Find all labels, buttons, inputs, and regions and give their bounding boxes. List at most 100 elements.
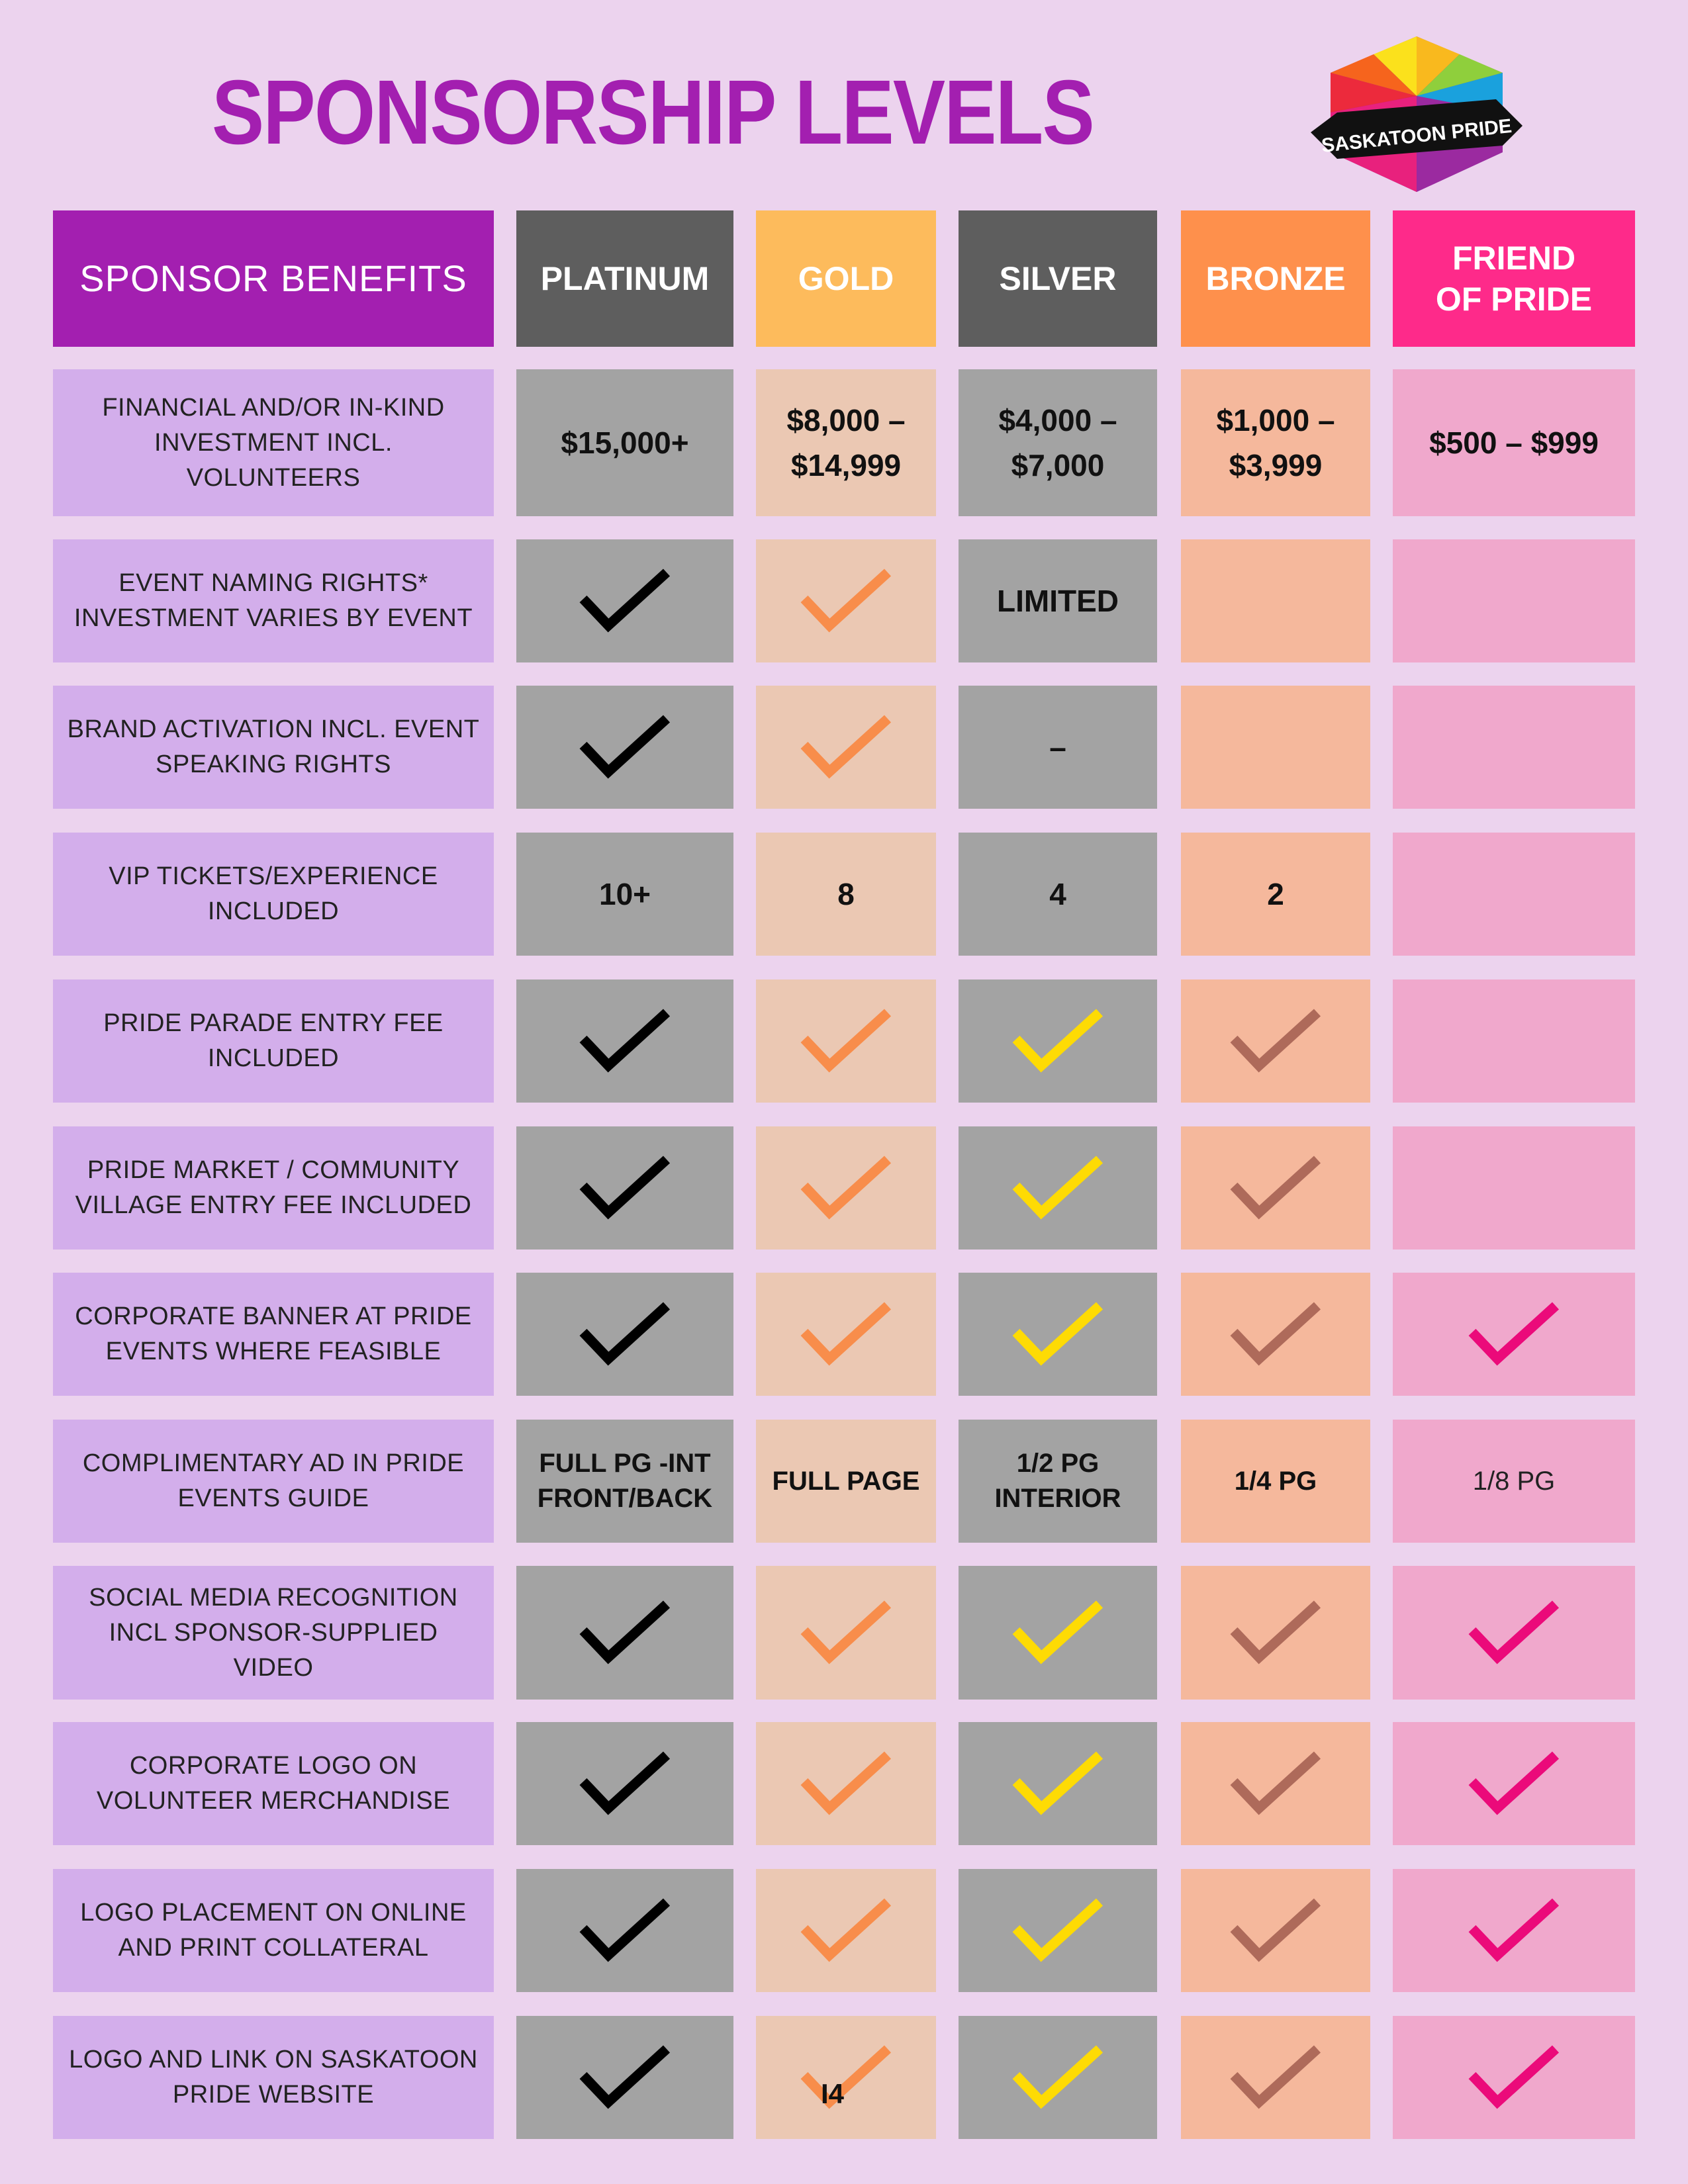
checkmark-icon: [800, 2045, 892, 2109]
platinum-cell: 10+: [516, 833, 733, 956]
gold-cell: [756, 1126, 936, 1250]
cell-value: FULL PAGE: [772, 1466, 920, 1496]
bronze-cell: [1181, 1273, 1370, 1396]
friend-cell: $500 – $999: [1393, 369, 1635, 516]
gold-cell: [756, 1869, 936, 1992]
checkmark-icon: [1468, 1302, 1560, 1366]
gold-cell: 8: [756, 833, 936, 956]
checkmark-icon: [1230, 1751, 1321, 1815]
friend-cell: [1393, 833, 1635, 956]
benefit-label: CORPORATE LOGO ON VOLUNTEER MERCHANDISE: [96, 1752, 451, 1815]
benefit-label: VIP TICKETS/EXPERIENCE INCLUDED: [109, 862, 438, 925]
checkmark-icon: [579, 1302, 671, 1366]
checkmark-icon: [579, 2045, 671, 2109]
platinum-cell: [516, 1869, 733, 1992]
header-label: GOLD: [798, 260, 894, 297]
header-label: FRIEND OF PRIDE: [1435, 240, 1593, 318]
silver-cell: [959, 1566, 1157, 1700]
header-label: SPONSOR BENEFITS: [79, 257, 467, 299]
silver-cell: [959, 1273, 1157, 1396]
stray-text: I4: [821, 2078, 845, 2109]
header-label: BRONZE: [1205, 260, 1346, 297]
benefit-label: LOGO PLACEMENT ON ONLINE AND PRINT COLLA…: [80, 1899, 467, 1962]
cell-value: $4,000 – $7,000: [998, 403, 1117, 482]
checkmark-icon: [1230, 1156, 1321, 1220]
checkmark-icon: [1468, 1751, 1560, 1815]
gold-cell: [756, 979, 936, 1103]
platinum-cell: [516, 979, 733, 1103]
benefit-cell: LOGO PLACEMENT ON ONLINE AND PRINT COLLA…: [53, 1869, 494, 1992]
silver-cell: $4,000 – $7,000: [959, 369, 1157, 516]
gold-cell: $8,000 – $14,999: [756, 369, 936, 516]
silver-cell: [959, 2016, 1157, 2139]
gold-cell: [756, 1566, 936, 1700]
benefit-cell: PRIDE MARKET / COMMUNITY VILLAGE ENTRY F…: [53, 1126, 494, 1250]
platinum-cell: $15,000+: [516, 369, 733, 516]
header-platinum: PLATINUM: [516, 210, 733, 347]
platinum-cell: [516, 686, 733, 809]
friend-cell: [1393, 539, 1635, 662]
checkmark-icon: [1230, 1302, 1321, 1366]
checkmark-icon: [1468, 1600, 1560, 1664]
silver-cell: –: [959, 686, 1157, 809]
header-gold: GOLD: [756, 210, 936, 347]
bronze-cell: $1,000 – $3,999: [1181, 369, 1370, 516]
checkmark-icon: [1012, 2045, 1103, 2109]
benefit-label: LOGO AND LINK ON SASKATOON PRIDE WEBSITE: [69, 2046, 478, 2109]
page-title: SPONSORSHIP LEVELS: [212, 61, 1095, 163]
checkmark-icon: [1230, 2045, 1321, 2109]
checkmark-icon: [579, 1009, 671, 1073]
cell-value: $500 – $999: [1429, 426, 1599, 460]
cell-value: $1,000 – $3,999: [1216, 403, 1335, 482]
cell-value: LIMITED: [997, 584, 1119, 618]
checkmark-icon: [1230, 1898, 1321, 1962]
checkmark-icon: [800, 1302, 892, 1366]
platinum-cell: [516, 2016, 733, 2139]
checkmark-icon: [579, 569, 671, 633]
header-friend: FRIEND OF PRIDE: [1393, 210, 1635, 347]
checkmark-icon: [579, 715, 671, 779]
cell-value: –: [1049, 730, 1066, 764]
benefit-cell: BRAND ACTIVATION INCL. EVENT SPEAKING RI…: [53, 686, 494, 809]
benefit-cell: COMPLIMENTARY AD IN PRIDE EVENTS GUIDE: [53, 1420, 494, 1543]
bronze-cell: 2: [1181, 833, 1370, 956]
gold-cell: [756, 539, 936, 662]
silver-cell: 4: [959, 833, 1157, 956]
friend-cell: [1393, 1566, 1635, 1700]
checkmark-icon: [1012, 1156, 1103, 1220]
benefit-cell: LOGO AND LINK ON SASKATOON PRIDE WEBSITE: [53, 2016, 494, 2139]
benefit-cell: CORPORATE BANNER AT PRIDE EVENTS WHERE F…: [53, 1273, 494, 1396]
checkmark-icon: [1468, 2045, 1560, 2109]
checkmark-icon: [1468, 1898, 1560, 1962]
gold-cell: [756, 1273, 936, 1396]
platinum-cell: [516, 1566, 733, 1700]
checkmark-icon: [1012, 1302, 1103, 1366]
header-label: SILVER: [999, 260, 1117, 297]
bronze-cell: [1181, 539, 1370, 662]
bronze-cell: [1181, 1126, 1370, 1250]
checkmark-icon: [1012, 1600, 1103, 1664]
friend-cell: [1393, 2016, 1635, 2139]
benefit-cell: FINANCIAL AND/OR IN-KIND INVESTMENT INCL…: [53, 369, 494, 516]
gold-cell: [756, 2016, 936, 2139]
platinum-cell: [516, 539, 733, 662]
silver-cell: LIMITED: [959, 539, 1157, 662]
cell-value: FULL PG -INT FRONT/BACK: [537, 1449, 713, 1513]
benefit-cell: EVENT NAMING RIGHTS* INVESTMENT VARIES B…: [53, 539, 494, 662]
platinum-cell: FULL PG -INT FRONT/BACK: [516, 1420, 733, 1543]
bronze-cell: [1181, 2016, 1370, 2139]
checkmark-icon: [800, 715, 892, 779]
silver-cell: [959, 1722, 1157, 1845]
benefit-label: BRAND ACTIVATION INCL. EVENT SPEAKING RI…: [67, 715, 480, 778]
benefit-cell: VIP TICKETS/EXPERIENCE INCLUDED: [53, 833, 494, 956]
header-benefit: SPONSOR BENEFITS: [53, 210, 494, 347]
benefit-cell: SOCIAL MEDIA RECOGNITION INCL SPONSOR-SU…: [53, 1566, 494, 1700]
platinum-cell: [516, 1126, 733, 1250]
friend-cell: [1393, 686, 1635, 809]
bronze-cell: [1181, 979, 1370, 1103]
benefit-label: SOCIAL MEDIA RECOGNITION INCL SPONSOR-SU…: [89, 1583, 458, 1682]
header-label: PLATINUM: [540, 260, 710, 297]
checkmark-icon: [800, 1156, 892, 1220]
cell-value: 1/4 PG: [1234, 1466, 1317, 1496]
checkmark-icon: [800, 1751, 892, 1815]
